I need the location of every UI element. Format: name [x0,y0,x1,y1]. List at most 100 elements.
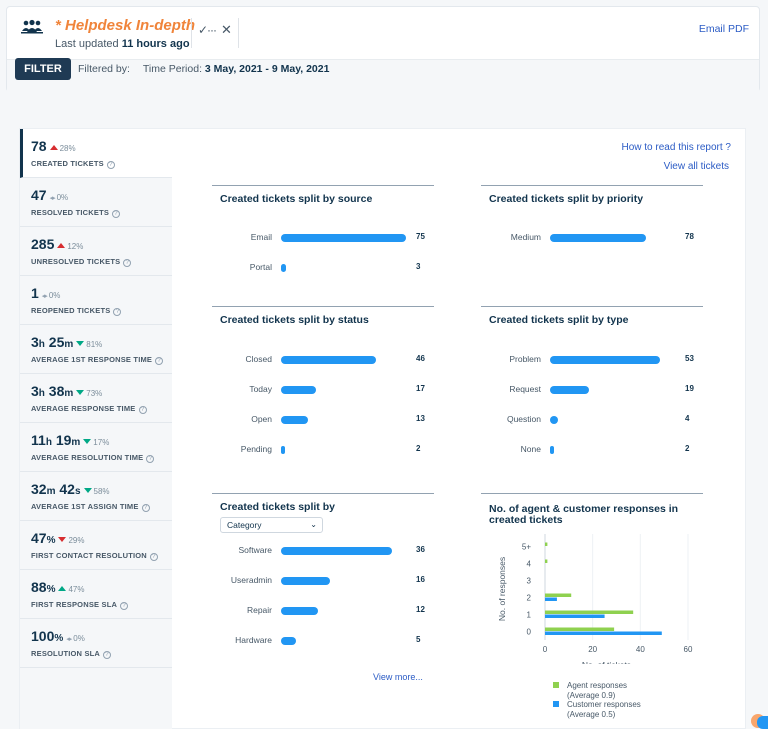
bar[interactable] [550,416,559,424]
metric-7[interactable]: 32m 42s 58% AVERAGE 1ST ASSIGN TIME? [20,472,172,521]
trend-indicator: 12% [57,242,83,251]
metric-label: AVERAGE RESPONSE TIME? [31,404,147,414]
bar-row[interactable]: Open 13 [212,414,434,426]
bar-row[interactable]: Closed 46 [212,354,434,366]
metric-value-part: m [71,437,81,448]
bar[interactable] [281,577,331,585]
bar-row[interactable]: Medium 78 [481,232,703,244]
bar-row[interactable]: Email 75 [212,232,434,244]
bar-row[interactable]: Portal 3 [212,262,434,274]
metric-2[interactable]: 285 12% UNRESOLVED TICKETS? [20,227,172,276]
bar[interactable] [550,446,555,454]
metric-0[interactable]: 78 28% CREATED TICKETS? [20,129,172,178]
metric-4[interactable]: 3h 25m 81% AVERAGE 1ST RESPONSE TIME? [20,325,172,374]
trend-indicator: 73% [76,389,102,398]
metric-value-part: 11 [31,432,46,448]
metric-5[interactable]: 3h 38m 73% AVERAGE RESPONSE TIME? [20,374,172,423]
metric-value-part: 47 [31,530,47,546]
metric-label: RESOLVED TICKETS? [31,208,121,218]
view-all-tickets-link[interactable]: View all tickets [663,161,729,172]
metric-label: AVERAGE 1ST ASSIGN TIME? [31,502,150,512]
chevron-down-icon: ⌄ [310,520,317,529]
info-icon[interactable]: ? [149,553,158,561]
metric-label-text: RESOLVED TICKETS [31,208,110,217]
bar[interactable] [281,234,406,242]
info-icon[interactable]: ? [113,308,122,316]
metric-3[interactable]: 1 ◂▸ 0% REOPENED TICKETS? [20,276,172,325]
bar-row[interactable]: Problem 53 [481,354,703,366]
metric-9[interactable]: 88% 47% FIRST RESPONSE SLA? [20,570,172,619]
metric-value-part: 19 [55,432,72,448]
trend-down-icon [58,537,67,542]
info-icon[interactable]: ? [120,602,129,610]
metric-10[interactable]: 100% ◂▸ 0% RESOLUTION SLA? [20,619,172,668]
divider [191,18,192,48]
metric-1[interactable]: 47 ◂▸ 0% RESOLVED TICKETS? [20,178,172,227]
bar[interactable] [281,446,286,454]
bar-count: 13 [416,414,425,423]
metric-label: AVERAGE RESOLUTION TIME? [31,453,155,463]
trend-flat-icon: ◂▸ [49,195,56,202]
metric-value: 47 ◂▸ 0% [31,187,68,203]
bar-label: Software [238,545,272,555]
bar[interactable] [281,607,318,615]
info-icon[interactable]: ? [123,259,132,267]
trend-change: 73% [86,389,103,398]
divider [238,18,239,48]
y-tick-label: 5+ [522,543,531,552]
bar-row[interactable]: Software 36 [212,545,434,557]
metric-value-part: 1 [31,285,39,301]
bar-count: 16 [416,575,425,584]
bar-label: Closed [245,354,272,364]
bar-row[interactable]: Request 19 [481,384,703,396]
metric-6[interactable]: 11h 19m 17% AVERAGE RESOLUTION TIME? [20,423,172,472]
trend-indicator: 28% [49,144,76,153]
metric-label: AVERAGE 1ST RESPONSE TIME? [31,355,164,365]
trend-down-icon [83,488,92,493]
email-pdf-link[interactable]: Email PDF [698,23,749,35]
chat-widget-icon[interactable] [757,716,768,729]
info-icon[interactable]: ? [138,406,147,414]
more-options-icon[interactable]: ✓··· [198,23,217,37]
bar-agent [545,593,572,597]
info-icon[interactable]: ? [155,357,164,365]
metric-label-text: UNRESOLVED TICKETS [31,257,121,266]
bar-row[interactable]: Hardware 5 [212,635,434,647]
bar-row[interactable]: Today 17 [212,384,434,396]
info-icon[interactable]: ? [106,161,115,169]
bar[interactable] [550,356,660,364]
category-dropdown[interactable]: Category ⌄ [220,517,323,533]
bar-count: 19 [685,384,694,393]
bar-row[interactable]: Useradmin 16 [212,575,434,587]
metric-value-part: 38 [48,383,65,399]
bar-row[interactable]: Pending 2 [212,444,434,456]
how-to-read-link[interactable]: How to read this report ? [621,142,732,153]
bar[interactable] [550,386,590,394]
bar[interactable] [281,386,317,394]
bar-row[interactable]: Question 4 [481,414,703,426]
bar[interactable] [281,416,308,424]
filter-button[interactable]: FILTER [15,58,71,80]
info-icon[interactable]: ? [103,651,112,659]
info-icon[interactable]: ? [141,504,150,512]
metric-8[interactable]: 47% 29% FIRST CONTACT RESOLUTION? [20,521,172,570]
bar[interactable] [550,234,646,242]
card-title: Created tickets split by [220,501,335,513]
bar-row[interactable]: Repair 12 [212,605,434,617]
info-icon[interactable]: ? [146,455,155,463]
y-tick-label: 4 [527,560,532,569]
view-more-link[interactable]: View more... [373,672,423,682]
bar[interactable] [281,637,297,645]
bar[interactable] [281,264,286,272]
info-icon[interactable]: ? [112,210,121,218]
bar-row[interactable]: None 2 [481,444,703,456]
time-period-value: 3 May, 2021 - 9 May, 2021 [204,63,330,75]
bar-count: 5 [416,635,421,644]
trend-flat-icon: ◂▸ [41,293,48,300]
metric-label-text: AVERAGE RESPONSE TIME [31,404,136,413]
close-icon[interactable]: ✕ [221,22,232,37]
bar-agent [545,610,634,614]
bar[interactable] [281,547,392,555]
bar[interactable] [281,356,376,364]
trend-indicator: 47% [58,585,85,594]
